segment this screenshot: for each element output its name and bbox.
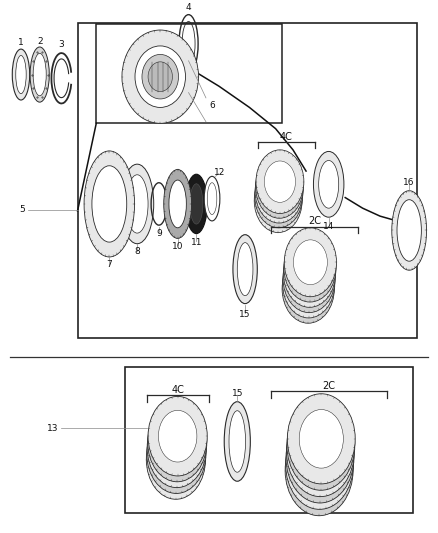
Text: 13: 13 — [47, 424, 59, 433]
Ellipse shape — [157, 428, 196, 480]
Ellipse shape — [224, 402, 251, 481]
Ellipse shape — [157, 434, 195, 486]
Ellipse shape — [190, 184, 203, 224]
Text: 2C: 2C — [308, 216, 321, 227]
Ellipse shape — [264, 171, 295, 212]
Ellipse shape — [292, 261, 325, 306]
Ellipse shape — [92, 166, 127, 242]
Ellipse shape — [293, 251, 326, 295]
Ellipse shape — [158, 422, 196, 474]
Ellipse shape — [254, 169, 302, 232]
Text: 7: 7 — [106, 261, 112, 269]
Ellipse shape — [284, 228, 336, 297]
Ellipse shape — [299, 409, 343, 468]
Ellipse shape — [291, 266, 325, 311]
Ellipse shape — [392, 191, 427, 270]
Ellipse shape — [263, 175, 294, 216]
Ellipse shape — [147, 414, 206, 494]
Text: 10: 10 — [172, 242, 184, 251]
Text: 4C: 4C — [172, 384, 184, 394]
Text: 11: 11 — [191, 238, 202, 247]
Ellipse shape — [159, 410, 197, 462]
Ellipse shape — [237, 243, 253, 296]
Ellipse shape — [122, 30, 198, 123]
Text: 9: 9 — [156, 229, 162, 238]
Ellipse shape — [265, 161, 296, 203]
Ellipse shape — [254, 164, 303, 228]
Ellipse shape — [286, 407, 354, 497]
Ellipse shape — [164, 169, 191, 238]
Text: 16: 16 — [403, 178, 415, 187]
Ellipse shape — [126, 175, 148, 233]
Ellipse shape — [84, 151, 134, 257]
Ellipse shape — [229, 411, 246, 472]
Ellipse shape — [255, 155, 304, 218]
Text: 12: 12 — [214, 167, 226, 176]
Ellipse shape — [397, 200, 421, 261]
Ellipse shape — [284, 233, 336, 302]
Ellipse shape — [264, 166, 295, 207]
Ellipse shape — [146, 419, 205, 499]
Ellipse shape — [293, 245, 327, 290]
Ellipse shape — [297, 435, 342, 494]
Ellipse shape — [287, 394, 355, 484]
Ellipse shape — [169, 180, 186, 228]
Ellipse shape — [204, 176, 220, 221]
Ellipse shape — [298, 429, 342, 487]
Ellipse shape — [148, 402, 207, 482]
Ellipse shape — [233, 235, 257, 304]
Text: 8: 8 — [134, 247, 140, 256]
Ellipse shape — [255, 159, 303, 223]
Ellipse shape — [299, 416, 343, 474]
Ellipse shape — [314, 151, 344, 217]
Ellipse shape — [287, 400, 355, 490]
Ellipse shape — [283, 238, 336, 308]
Text: 3: 3 — [59, 41, 64, 50]
Text: 2: 2 — [37, 37, 42, 46]
Ellipse shape — [158, 416, 197, 468]
Text: 2C: 2C — [322, 381, 335, 391]
Ellipse shape — [185, 174, 207, 233]
Ellipse shape — [285, 425, 353, 516]
Ellipse shape — [286, 419, 353, 510]
Ellipse shape — [256, 150, 304, 214]
Text: 14: 14 — [323, 222, 334, 231]
Text: 6: 6 — [210, 101, 215, 110]
Ellipse shape — [148, 397, 207, 476]
Ellipse shape — [283, 244, 335, 313]
Text: 15: 15 — [233, 389, 244, 398]
Ellipse shape — [33, 53, 46, 96]
Text: 4C: 4C — [280, 132, 293, 142]
Ellipse shape — [292, 256, 326, 301]
Ellipse shape — [148, 62, 173, 92]
Bar — [78, 22, 417, 338]
Ellipse shape — [120, 164, 154, 244]
Bar — [96, 23, 282, 123]
Ellipse shape — [16, 55, 26, 94]
Text: 1: 1 — [18, 38, 24, 47]
Ellipse shape — [263, 180, 294, 221]
Ellipse shape — [293, 240, 327, 285]
Ellipse shape — [30, 47, 49, 102]
Ellipse shape — [12, 49, 30, 100]
Ellipse shape — [298, 422, 343, 481]
Ellipse shape — [142, 54, 179, 99]
Ellipse shape — [147, 408, 206, 488]
Text: 4: 4 — [186, 3, 191, 12]
Ellipse shape — [135, 46, 185, 108]
Ellipse shape — [297, 441, 341, 500]
Ellipse shape — [282, 254, 334, 323]
Text: 15: 15 — [239, 310, 251, 319]
Text: 5: 5 — [19, 205, 25, 214]
Ellipse shape — [319, 160, 339, 208]
Ellipse shape — [283, 249, 335, 318]
Bar — [125, 367, 413, 513]
Ellipse shape — [286, 413, 354, 503]
